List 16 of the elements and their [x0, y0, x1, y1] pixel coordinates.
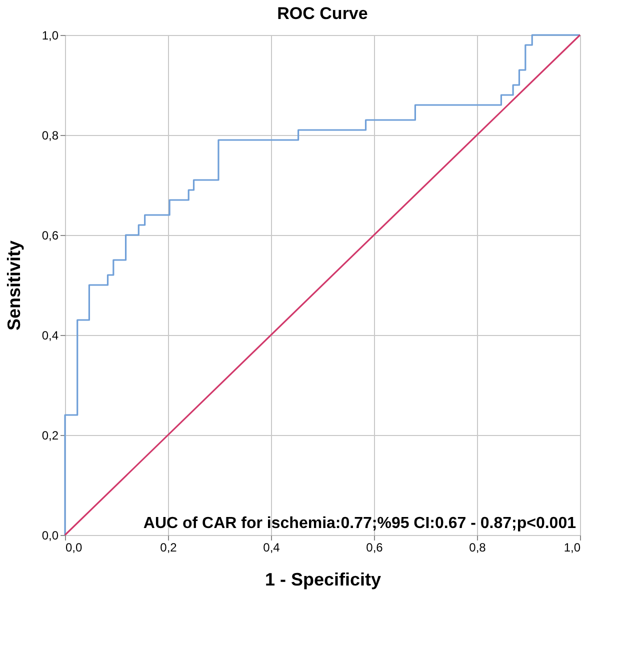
y-tick-label: 1,0 [42, 28, 59, 42]
x-tick-label: 0,4 [263, 540, 280, 554]
y-tick-label: 0,8 [42, 128, 59, 142]
y-axis-title: Sensitivity [4, 240, 24, 331]
annotation: AUC of CAR for ischemia:0.77;%95 CI:0.67 - 0.87;p<0.001 [143, 515, 576, 532]
y-tick-label: 0,2 [42, 428, 59, 442]
x-tick-label: 0,0 [66, 540, 83, 554]
x-tick-label: 0,8 [469, 540, 486, 554]
x-axis-title: 1 - Specificity [264, 570, 382, 590]
x-tick-label: 1,0 [564, 540, 581, 554]
x-tick-label: 0,6 [366, 540, 384, 554]
y-tick-label: 0,4 [42, 328, 59, 342]
x-tick-label: 0,2 [160, 540, 178, 554]
y-tick-label: 0,0 [42, 528, 59, 542]
chart-title: ROC Curve [277, 4, 368, 23]
y-tick-label: 0,6 [42, 228, 59, 242]
